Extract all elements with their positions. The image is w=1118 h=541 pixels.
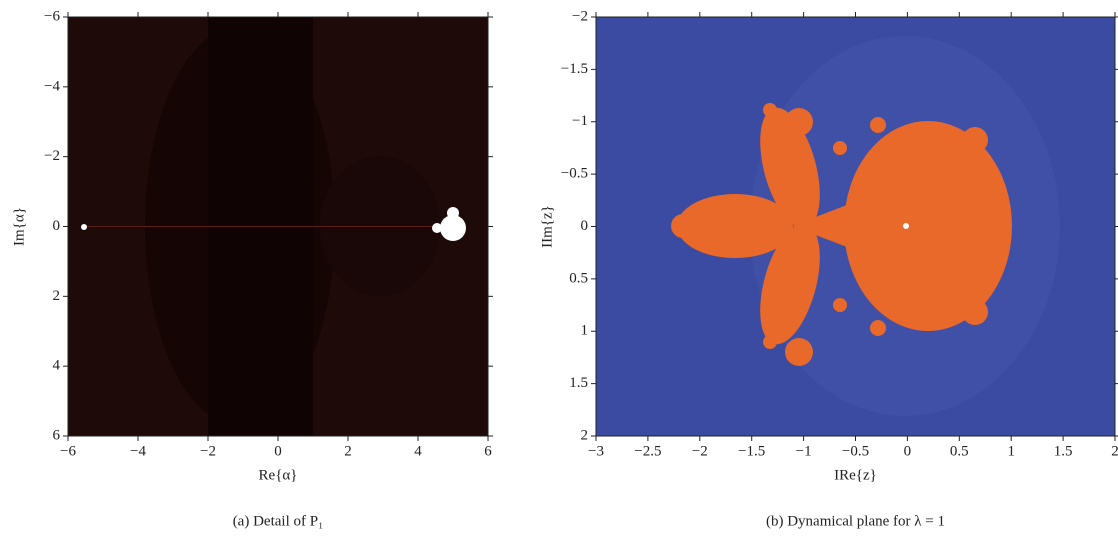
fractal-image-b <box>596 17 1115 436</box>
x-tick-label: −0.5 <box>842 443 869 459</box>
x-tick-label: 2 <box>1111 443 1118 459</box>
caption: (a) Detail of P₁ <box>233 513 324 529</box>
fractal-image-a <box>68 17 488 436</box>
y-tick-label: −1.5 <box>561 61 588 77</box>
y-tick-label: 1 <box>581 323 589 339</box>
y-tick-label: −0.5 <box>561 166 588 182</box>
y-tick-label: 1.5 <box>569 375 588 391</box>
x-axis-label: IRe{z} <box>834 467 877 483</box>
y-tick-label: 6 <box>53 427 61 443</box>
y-axis-label: Im{α} <box>11 207 27 246</box>
x-tick-label: 6 <box>484 443 492 459</box>
x-tick-label: −3 <box>588 443 604 459</box>
x-tick-label: −2 <box>692 443 708 459</box>
x-tick-label: 2 <box>344 443 352 459</box>
y-tick-label: 2 <box>53 288 61 304</box>
y-tick-label: 0 <box>53 218 61 234</box>
x-axis-label: Re{α} <box>259 467 298 483</box>
x-tick-label: 1 <box>1007 443 1015 459</box>
x-tick-label: −1.5 <box>738 443 765 459</box>
x-tick-label: −2.5 <box>634 443 661 459</box>
y-tick-label: −6 <box>44 8 60 24</box>
y-tick-label: 4 <box>53 358 61 374</box>
y-tick-label: 0 <box>581 218 589 234</box>
y-tick-label: 2 <box>581 427 589 443</box>
x-tick-label: 0.5 <box>950 443 969 459</box>
y-tick-label: 0.5 <box>569 270 588 286</box>
y-axis-label: IIm{z} <box>539 205 555 248</box>
x-tick-label: 0 <box>904 443 912 459</box>
x-tick-label: −2 <box>200 443 216 459</box>
x-tick-label: 0 <box>274 443 282 459</box>
x-tick-label: −6 <box>60 443 76 459</box>
y-tick-label: −2 <box>572 8 588 24</box>
x-tick-label: 1.5 <box>1054 443 1073 459</box>
x-tick-label: 4 <box>414 443 422 459</box>
caption: (b) Dynamical plane for λ = 1 <box>766 513 945 529</box>
y-tick-label: −1 <box>572 113 588 129</box>
x-tick-label: −4 <box>130 443 146 459</box>
y-tick-label: −2 <box>44 148 60 164</box>
y-tick-label: −4 <box>44 78 60 94</box>
x-tick-label: −1 <box>796 443 812 459</box>
